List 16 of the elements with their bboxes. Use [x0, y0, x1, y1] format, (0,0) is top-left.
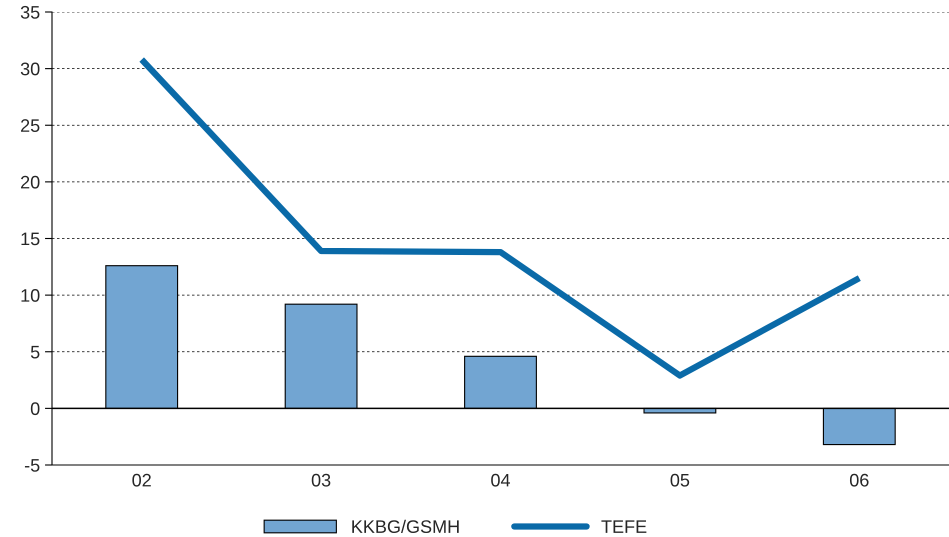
y-tick-label: 15 [21, 232, 40, 246]
x-tick-label: 04 [491, 474, 510, 487]
x-tick-label: 03 [312, 474, 330, 487]
y-tick-label: 5 [30, 346, 40, 358]
y-tick-label: 25 [21, 119, 40, 132]
y-tick-label: 35 [20, 6, 40, 19]
y-tick-label: -5 [24, 459, 40, 472]
y-tick-label: 30 [20, 62, 40, 76]
legend-label: TEFE [601, 520, 646, 533]
x-tick-label: 02 [132, 474, 151, 487]
x-tick-label: 05 [670, 474, 690, 487]
y-tick-label: 20 [21, 176, 40, 189]
x-tick-label: 06 [850, 474, 869, 487]
y-tick-label: 10 [21, 289, 40, 302]
y-tick-label: 0 [30, 402, 40, 416]
legend-label: KKBG/GSMH [352, 520, 459, 534]
